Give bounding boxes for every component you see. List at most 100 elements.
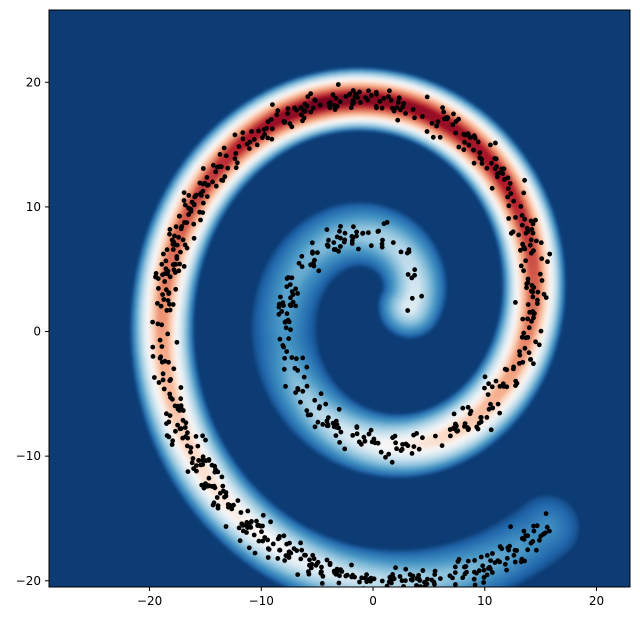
scatter-point [333, 433, 339, 438]
scatter-point [296, 260, 302, 266]
scatter-point [275, 556, 281, 561]
scatter-point [403, 566, 409, 572]
scatter-point [300, 107, 306, 112]
scatter-point [533, 339, 538, 345]
scatter-point [528, 357, 533, 362]
scatter-point [465, 558, 471, 564]
scatter-point [537, 537, 542, 543]
scatter-point [389, 459, 395, 465]
scatter-point [536, 342, 542, 348]
scatter-point [331, 240, 337, 246]
scatter-point [337, 440, 342, 445]
scatter-point [428, 590, 433, 595]
scatter-point [301, 374, 307, 380]
scatter-point [191, 466, 197, 471]
scatter-point [400, 442, 405, 447]
scatter-point [204, 194, 210, 200]
scatter-point [412, 267, 418, 273]
scatter-point [251, 532, 257, 538]
scatter-point [354, 229, 359, 235]
scatter-point [194, 463, 199, 468]
scatter-point [195, 443, 201, 449]
scatter-point [475, 139, 481, 145]
scatter-point [211, 162, 216, 168]
scatter-point [530, 289, 536, 295]
scatter-point [511, 552, 517, 558]
scatter-point [527, 309, 533, 315]
scatter-point [309, 240, 315, 246]
scatter-point [461, 147, 467, 153]
scatter-point [240, 136, 246, 142]
scatter-point [164, 421, 169, 426]
scatter-point [167, 413, 173, 418]
scatter-point [214, 495, 220, 500]
scatter-point [173, 261, 179, 267]
scatter-point [317, 102, 323, 108]
scatter-point [290, 299, 296, 305]
scatter-point [523, 258, 529, 264]
scatter-point [223, 524, 229, 529]
scatter-point [182, 202, 188, 208]
scatter-point [166, 359, 171, 365]
scatter-point [525, 547, 531, 553]
scatter-point [222, 494, 227, 500]
scatter-point [502, 561, 508, 567]
scatter-point [160, 377, 166, 383]
scatter-point [488, 142, 493, 148]
scatter-point [456, 144, 462, 150]
scatter-point [262, 535, 268, 540]
scatter-point [416, 446, 422, 452]
scatter-point [524, 285, 529, 291]
scatter-point [462, 571, 468, 577]
scatter-point [451, 411, 457, 417]
scatter-point [356, 246, 361, 252]
scatter-point [170, 438, 176, 444]
scatter-point [538, 240, 544, 246]
scatter-point [350, 433, 356, 438]
scatter-point [508, 524, 513, 530]
scatter-point [522, 246, 528, 252]
scatter-point [452, 570, 458, 575]
scatter-point [372, 440, 378, 446]
scatter-point [320, 573, 326, 579]
scatter-point [404, 250, 410, 256]
scatter-point [162, 279, 168, 284]
scatter-point [337, 228, 342, 234]
scatter-point [486, 381, 491, 387]
scatter-point [409, 295, 415, 301]
scatter-point [505, 194, 510, 200]
scatter-point [260, 538, 266, 544]
scatter-point [497, 410, 503, 416]
scatter-point [185, 443, 190, 449]
scatter-point [284, 541, 290, 547]
scatter-point [160, 292, 166, 297]
scatter-point [519, 222, 525, 228]
scatter-point [448, 433, 453, 439]
scatter-point [294, 356, 299, 362]
scatter-point [232, 156, 238, 162]
scatter-point [336, 406, 342, 412]
scatter-point [486, 566, 491, 571]
scatter-point [363, 95, 368, 100]
scatter-point [479, 156, 485, 162]
scatter-point [410, 107, 416, 112]
scatter-point [234, 160, 240, 166]
scatter-point [200, 433, 206, 439]
scatter-point [177, 213, 183, 219]
scatter-point [211, 483, 217, 489]
scatter-point [303, 552, 308, 558]
scatter-point [265, 555, 271, 560]
scatter-point [525, 302, 531, 307]
scatter-point [284, 284, 290, 289]
scatter-point [529, 227, 535, 232]
scatter-point [508, 191, 514, 197]
scatter-point [203, 484, 209, 489]
scatter-point [169, 442, 175, 447]
scatter-point [314, 561, 320, 566]
scatter-point [529, 283, 535, 288]
scatter-point [471, 160, 477, 166]
scatter-point [528, 218, 534, 224]
scatter-point [489, 160, 494, 166]
scatter-point [277, 547, 282, 553]
scatter-point [547, 528, 552, 534]
